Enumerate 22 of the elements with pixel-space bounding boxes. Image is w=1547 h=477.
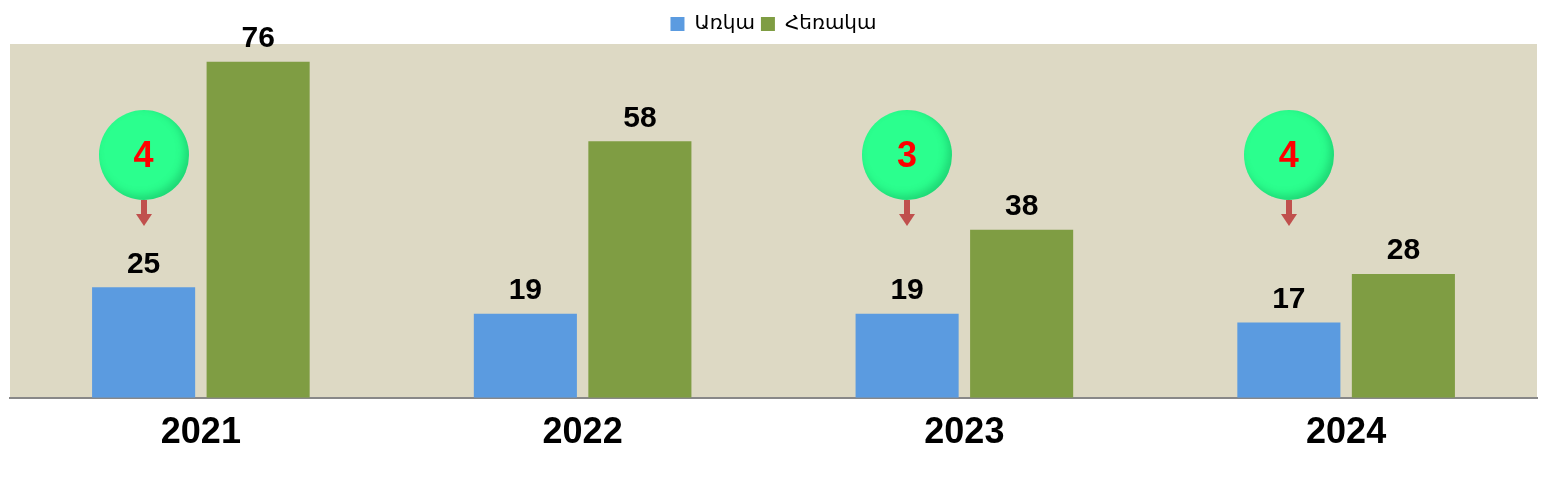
x-tick-label: 2023: [924, 410, 1005, 452]
data-label: 25: [126, 245, 161, 279]
x-tick-label: 2021: [160, 410, 241, 452]
bar: [473, 313, 577, 398]
legend-label: Հեռակա: [784, 10, 877, 35]
bar: [1351, 273, 1455, 398]
data-label: 38: [1004, 188, 1039, 222]
bar: [588, 141, 692, 398]
data-label: 17: [1272, 280, 1306, 314]
data-label: 19: [508, 272, 543, 306]
data-label: 28: [1386, 232, 1421, 266]
bar: [92, 287, 196, 398]
data-label: 19: [890, 272, 924, 306]
x-tick-label: 2022: [542, 410, 623, 452]
data-label: 58: [623, 99, 657, 133]
bar: [1237, 322, 1341, 398]
bar: [855, 313, 959, 398]
legend-label: Առկա: [694, 10, 755, 35]
bar: [206, 61, 310, 398]
bar: [970, 229, 1074, 398]
data-label: 76: [241, 19, 275, 53]
x-tick-label: 2024: [1306, 410, 1387, 452]
